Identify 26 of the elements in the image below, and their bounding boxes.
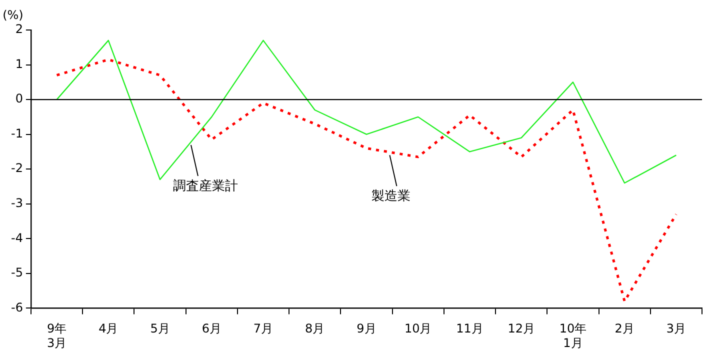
y-tick-label: -4 [10, 230, 23, 245]
x-tick-label: 5月 [150, 322, 170, 336]
y-tick-label: -2 [10, 161, 23, 176]
x-tick-label: 10年 1月 [559, 322, 587, 350]
x-tick-label: 7月 [253, 322, 274, 336]
x-tick-label: 9月 [356, 322, 376, 336]
y-tick-label: 2 [15, 22, 23, 36]
y-tick-label: 0 [15, 92, 23, 106]
x-tick-label: 3月 [666, 322, 686, 336]
x-tick-label: 2月 [614, 322, 634, 336]
text: 製造業 [372, 189, 411, 204]
x-tick-label: 4月 [98, 322, 118, 336]
x-tick-label: 10月 [404, 322, 432, 336]
x-tick-label: 11月 [456, 322, 484, 336]
line-series [56, 58, 678, 302]
series-label: 調査産業計 [172, 178, 238, 194]
y-axis-title: (%) [2, 8, 24, 22]
y-tick-label: -5 [10, 266, 23, 280]
x-tick-label: 8月 [305, 322, 325, 336]
y-tick-label: -3 [10, 196, 23, 210]
y-tick-label: -1 [10, 126, 23, 140]
x-tick-label: 6月 [202, 322, 222, 336]
x-tick-label: 9年 3月 [46, 322, 67, 350]
x-tick-label: 12月 [508, 322, 535, 336]
y-tick-label: -6 [10, 300, 23, 314]
y-tick-label: 1 [15, 56, 23, 71]
